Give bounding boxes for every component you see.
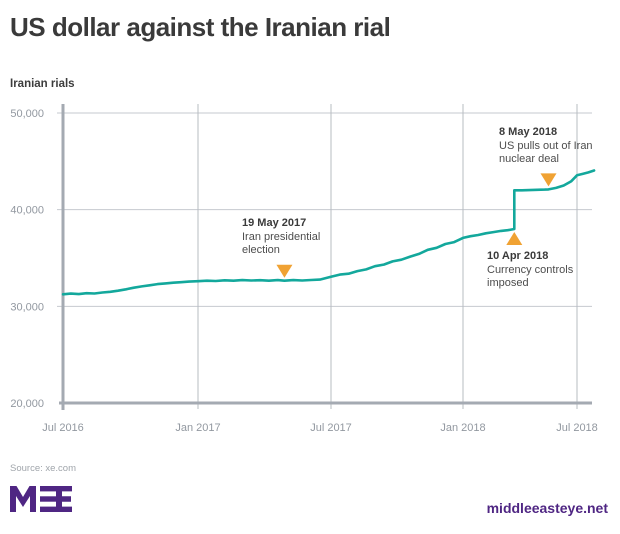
- event-marker-triangle-up: [506, 232, 523, 245]
- event-marker-triangle-down: [540, 173, 557, 187]
- website-name: middleeasteye.net: [486, 500, 608, 516]
- x-axis-tick-label: Jul 2016: [42, 422, 84, 434]
- annotation-text: nuclear deal: [499, 153, 559, 165]
- logo-bars-icon: [40, 506, 60, 512]
- mee-logo: [10, 486, 72, 512]
- annotation-date: 19 May 2017: [242, 217, 307, 229]
- logo-letter-e: [56, 486, 72, 512]
- annotation-date: 8 May 2018: [499, 126, 558, 138]
- annotation-date: 10 Apr 2018: [487, 250, 549, 262]
- event-marker-triangle-down: [276, 264, 293, 278]
- x-axis-tick-label: Jul 2017: [310, 422, 352, 434]
- y-axis-tick-label: 30,000: [10, 301, 44, 313]
- y-axis-tick-label: 50,000: [10, 108, 44, 120]
- annotation-currency-controls: 10 Apr 2018 Currency controls imposed: [487, 250, 573, 291]
- y-axis-unit-label: Iranian rials: [10, 78, 75, 90]
- source-note: Source: xe.com: [10, 463, 76, 474]
- x-axis-tick-label: Jan 2018: [440, 422, 485, 434]
- annotation-text: Iran presidential: [242, 230, 321, 243]
- annotation-iran-presidential-election: 19 May 2017 Iran presidential election: [242, 217, 320, 258]
- x-axis-tick-label: Jul 2018: [556, 422, 598, 434]
- annotation-text: Currency controls: [487, 263, 574, 276]
- annotation-text: election: [242, 244, 280, 256]
- logo-letter-m: [10, 486, 36, 512]
- y-axis-tick-label: 40,000: [10, 205, 44, 217]
- logo-bars-icon: [40, 496, 60, 502]
- annotation-us-pulls-out: 8 May 2018 US pulls out of Iran nuclear …: [499, 126, 593, 167]
- logo-bars-icon: [40, 486, 60, 492]
- annotation-text: imposed: [487, 277, 529, 289]
- page-title: US dollar against the Iranian rial: [10, 12, 391, 42]
- y-axis-tick-label: 20,000: [10, 398, 44, 410]
- annotation-text: US pulls out of Iran: [499, 139, 593, 152]
- x-axis-tick-label: Jan 2017: [175, 422, 220, 434]
